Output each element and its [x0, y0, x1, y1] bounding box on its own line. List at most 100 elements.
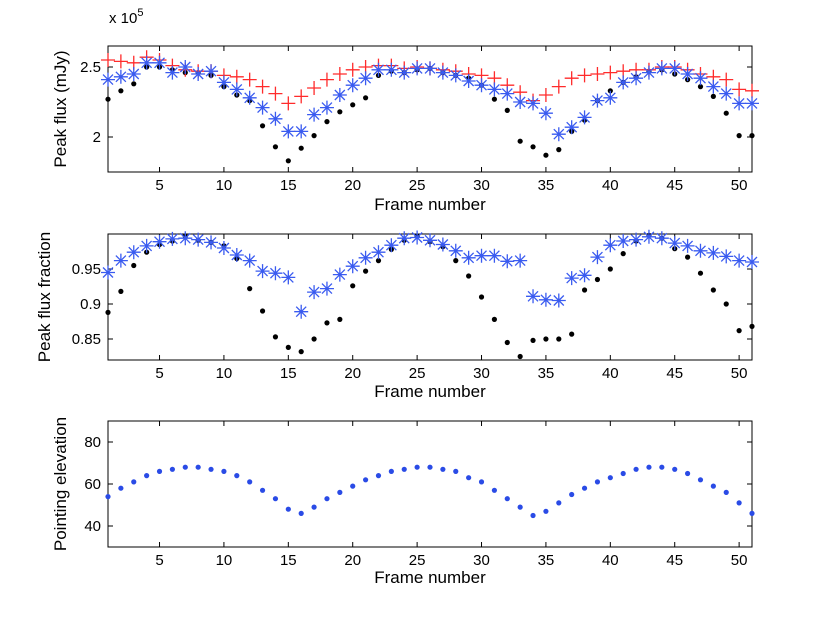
- point-pointing-elevation-dot-31: [504, 496, 510, 502]
- point-peak-flux-fraction-dot-21: [375, 258, 382, 264]
- point-pointing-elevation-dot-9: [221, 468, 227, 474]
- y-tick-label-peak-flux-fraction-0: 0.85: [72, 331, 101, 348]
- point-peak-flux-asterisk-50: [745, 96, 759, 111]
- point-pointing-elevation-dot-1: [118, 485, 124, 491]
- point-peak-flux-asterisk-48: [719, 86, 734, 101]
- x-tick-label-peak-flux-fraction-3: 20: [344, 365, 361, 382]
- point-peak-flux-asterisk-9: [216, 75, 231, 90]
- point-peak-flux-asterisk-42: [641, 65, 656, 80]
- point-peak-flux-dot-49: [736, 133, 742, 139]
- point-peak-flux-asterisk-40: [616, 75, 631, 90]
- point-pointing-elevation-dot-23: [401, 466, 407, 472]
- point-peak-flux-asterisk-33: [526, 96, 541, 111]
- point-peak-flux-fraction-asterisk-34: [538, 292, 553, 307]
- point-peak-flux-fraction-dot-28: [466, 273, 472, 279]
- point-pointing-elevation-dot-14: [285, 506, 291, 512]
- point-peak-flux-dot-34: [543, 152, 549, 158]
- point-peak-flux-fraction-dot-12: [259, 308, 266, 314]
- point-peak-flux-fraction-asterisk-14: [281, 270, 296, 285]
- point-peak-flux-fraction-dot-45: [685, 254, 691, 260]
- x-tick-label-pointing-elevation-8: 45: [666, 552, 683, 569]
- point-peak-flux-dot-19: [350, 102, 356, 108]
- point-peak-flux-asterisk-39: [603, 90, 618, 105]
- x-tick-label-peak-flux-2: 15: [280, 177, 297, 194]
- point-peak-flux-fraction-dot-11: [247, 286, 253, 292]
- point-peak-flux-asterisk-3: [139, 55, 154, 70]
- point-peak-flux-fraction-dot-46: [697, 270, 704, 276]
- point-peak-flux-fraction-dot-29: [478, 294, 485, 300]
- point-pointing-elevation-dot-37: [581, 485, 588, 491]
- x-axis-label-pointing-elevation: Frame number: [374, 568, 486, 587]
- point-peak-flux-asterisk-36: [564, 120, 579, 135]
- x-tick-label-pointing-elevation-0: 5: [155, 552, 163, 569]
- y-tick-label-peak-flux-1: 2.5: [80, 59, 101, 76]
- point-peak-flux-asterisk-44: [667, 61, 682, 76]
- point-peak-flux-fraction-asterisk-39: [603, 238, 618, 253]
- y-tick-label-peak-flux-fraction-1: 0.9: [80, 296, 101, 313]
- point-peak-flux-dot-35: [556, 147, 562, 153]
- point-peak-flux-fraction-dot-2: [131, 262, 137, 269]
- point-pointing-elevation-dot-24: [414, 464, 420, 470]
- point-peak-flux-fraction-asterisk-48: [719, 249, 734, 264]
- point-peak-flux-fraction-asterisk-42: [641, 229, 656, 244]
- panel-peak-flux: 5 10 15 20 25 30 35 40 45 50 22.5 x 105 Frame num…: [51, 7, 759, 214]
- point-peak-flux-fraction-asterisk-29: [474, 248, 489, 263]
- point-peak-flux-dot-30: [491, 96, 497, 102]
- point-peak-flux-fraction-dot-31: [504, 339, 510, 346]
- point-peak-flux-fraction-asterisk-12: [255, 264, 270, 279]
- point-pointing-elevation-dot-3: [144, 473, 150, 479]
- point-pointing-elevation-dot-22: [388, 468, 394, 474]
- point-peak-flux-plus-37: [577, 68, 592, 83]
- point-peak-flux-asterisk-2: [126, 67, 141, 81]
- x-tick-label-peak-flux-5: 30: [473, 177, 490, 194]
- point-peak-flux-plus-19: [345, 62, 360, 77]
- point-pointing-elevation-dot-47: [710, 483, 716, 489]
- point-peak-flux-fraction-asterisk-35: [551, 293, 566, 308]
- marks-peak-flux-fraction: [101, 229, 759, 360]
- x-tick-label-peak-flux-fraction-8: 45: [666, 365, 683, 382]
- point-peak-flux-asterisk-19: [345, 78, 360, 93]
- point-peak-flux-fraction-dot-17: [324, 320, 330, 326]
- point-peak-flux-asterisk-5: [165, 65, 180, 80]
- point-peak-flux-plus-38: [590, 67, 605, 81]
- point-peak-flux-fraction-dot-0: [105, 309, 111, 315]
- x-tick-label-peak-flux-1: 10: [216, 177, 233, 194]
- point-peak-flux-fraction-asterisk-33: [526, 289, 541, 304]
- point-peak-flux-fraction-asterisk-6: [178, 231, 193, 246]
- x-tick-label-peak-flux-fraction-9: 50: [731, 365, 748, 382]
- y-tick-label-pointing-elevation-1: 60: [84, 476, 101, 493]
- point-peak-flux-dot-20: [363, 95, 369, 101]
- point-pointing-elevation-dot-35: [556, 500, 562, 506]
- point-pointing-elevation-dot-33: [530, 512, 536, 519]
- point-peak-flux-fraction-asterisk-3: [139, 238, 154, 253]
- point-peak-flux-fraction-dot-48: [723, 301, 729, 307]
- point-peak-flux-plus-10: [229, 69, 244, 84]
- x-tick-label-pointing-elevation-6: 35: [538, 552, 555, 569]
- point-peak-flux-asterisk-31: [500, 86, 515, 101]
- exponent-power: 5: [137, 7, 143, 19]
- point-peak-flux-fraction-asterisk-16: [307, 285, 322, 300]
- point-peak-flux-dot-50: [749, 133, 755, 139]
- point-pointing-elevation-dot-10: [234, 473, 240, 479]
- point-peak-flux-plus-1: [113, 54, 128, 69]
- point-peak-flux-asterisk-38: [590, 93, 605, 108]
- point-peak-flux-fraction-asterisk-27: [448, 243, 463, 258]
- point-peak-flux-fraction-asterisk-7: [191, 232, 206, 247]
- x-tick-label-peak-flux-fraction-5: 30: [473, 365, 490, 382]
- point-peak-flux-plus-13: [268, 86, 283, 101]
- point-peak-flux-fraction-asterisk-37: [577, 268, 592, 283]
- x-axis-label-peak-flux-fraction: Frame number: [374, 382, 486, 401]
- point-peak-flux-plus-34: [538, 88, 553, 102]
- point-pointing-elevation-dot-2: [131, 479, 137, 485]
- point-pointing-elevation-dot-36: [569, 491, 575, 498]
- point-peak-flux-fraction-asterisk-10: [229, 248, 244, 262]
- point-peak-flux-fraction-dot-19: [350, 283, 356, 289]
- point-peak-flux-fraction-asterisk-4: [152, 234, 167, 249]
- point-peak-flux-fraction-dot-30: [491, 316, 497, 322]
- point-peak-flux-dot-2: [131, 81, 137, 87]
- point-pointing-elevation-dot-16: [311, 504, 317, 510]
- point-peak-flux-dot-1: [118, 88, 124, 94]
- x-tick-label-peak-flux-fraction-0: 5: [155, 365, 163, 382]
- x-ticks-peak-flux-fraction: 5 10 15 20 25 30 35 40 45 50: [155, 234, 747, 382]
